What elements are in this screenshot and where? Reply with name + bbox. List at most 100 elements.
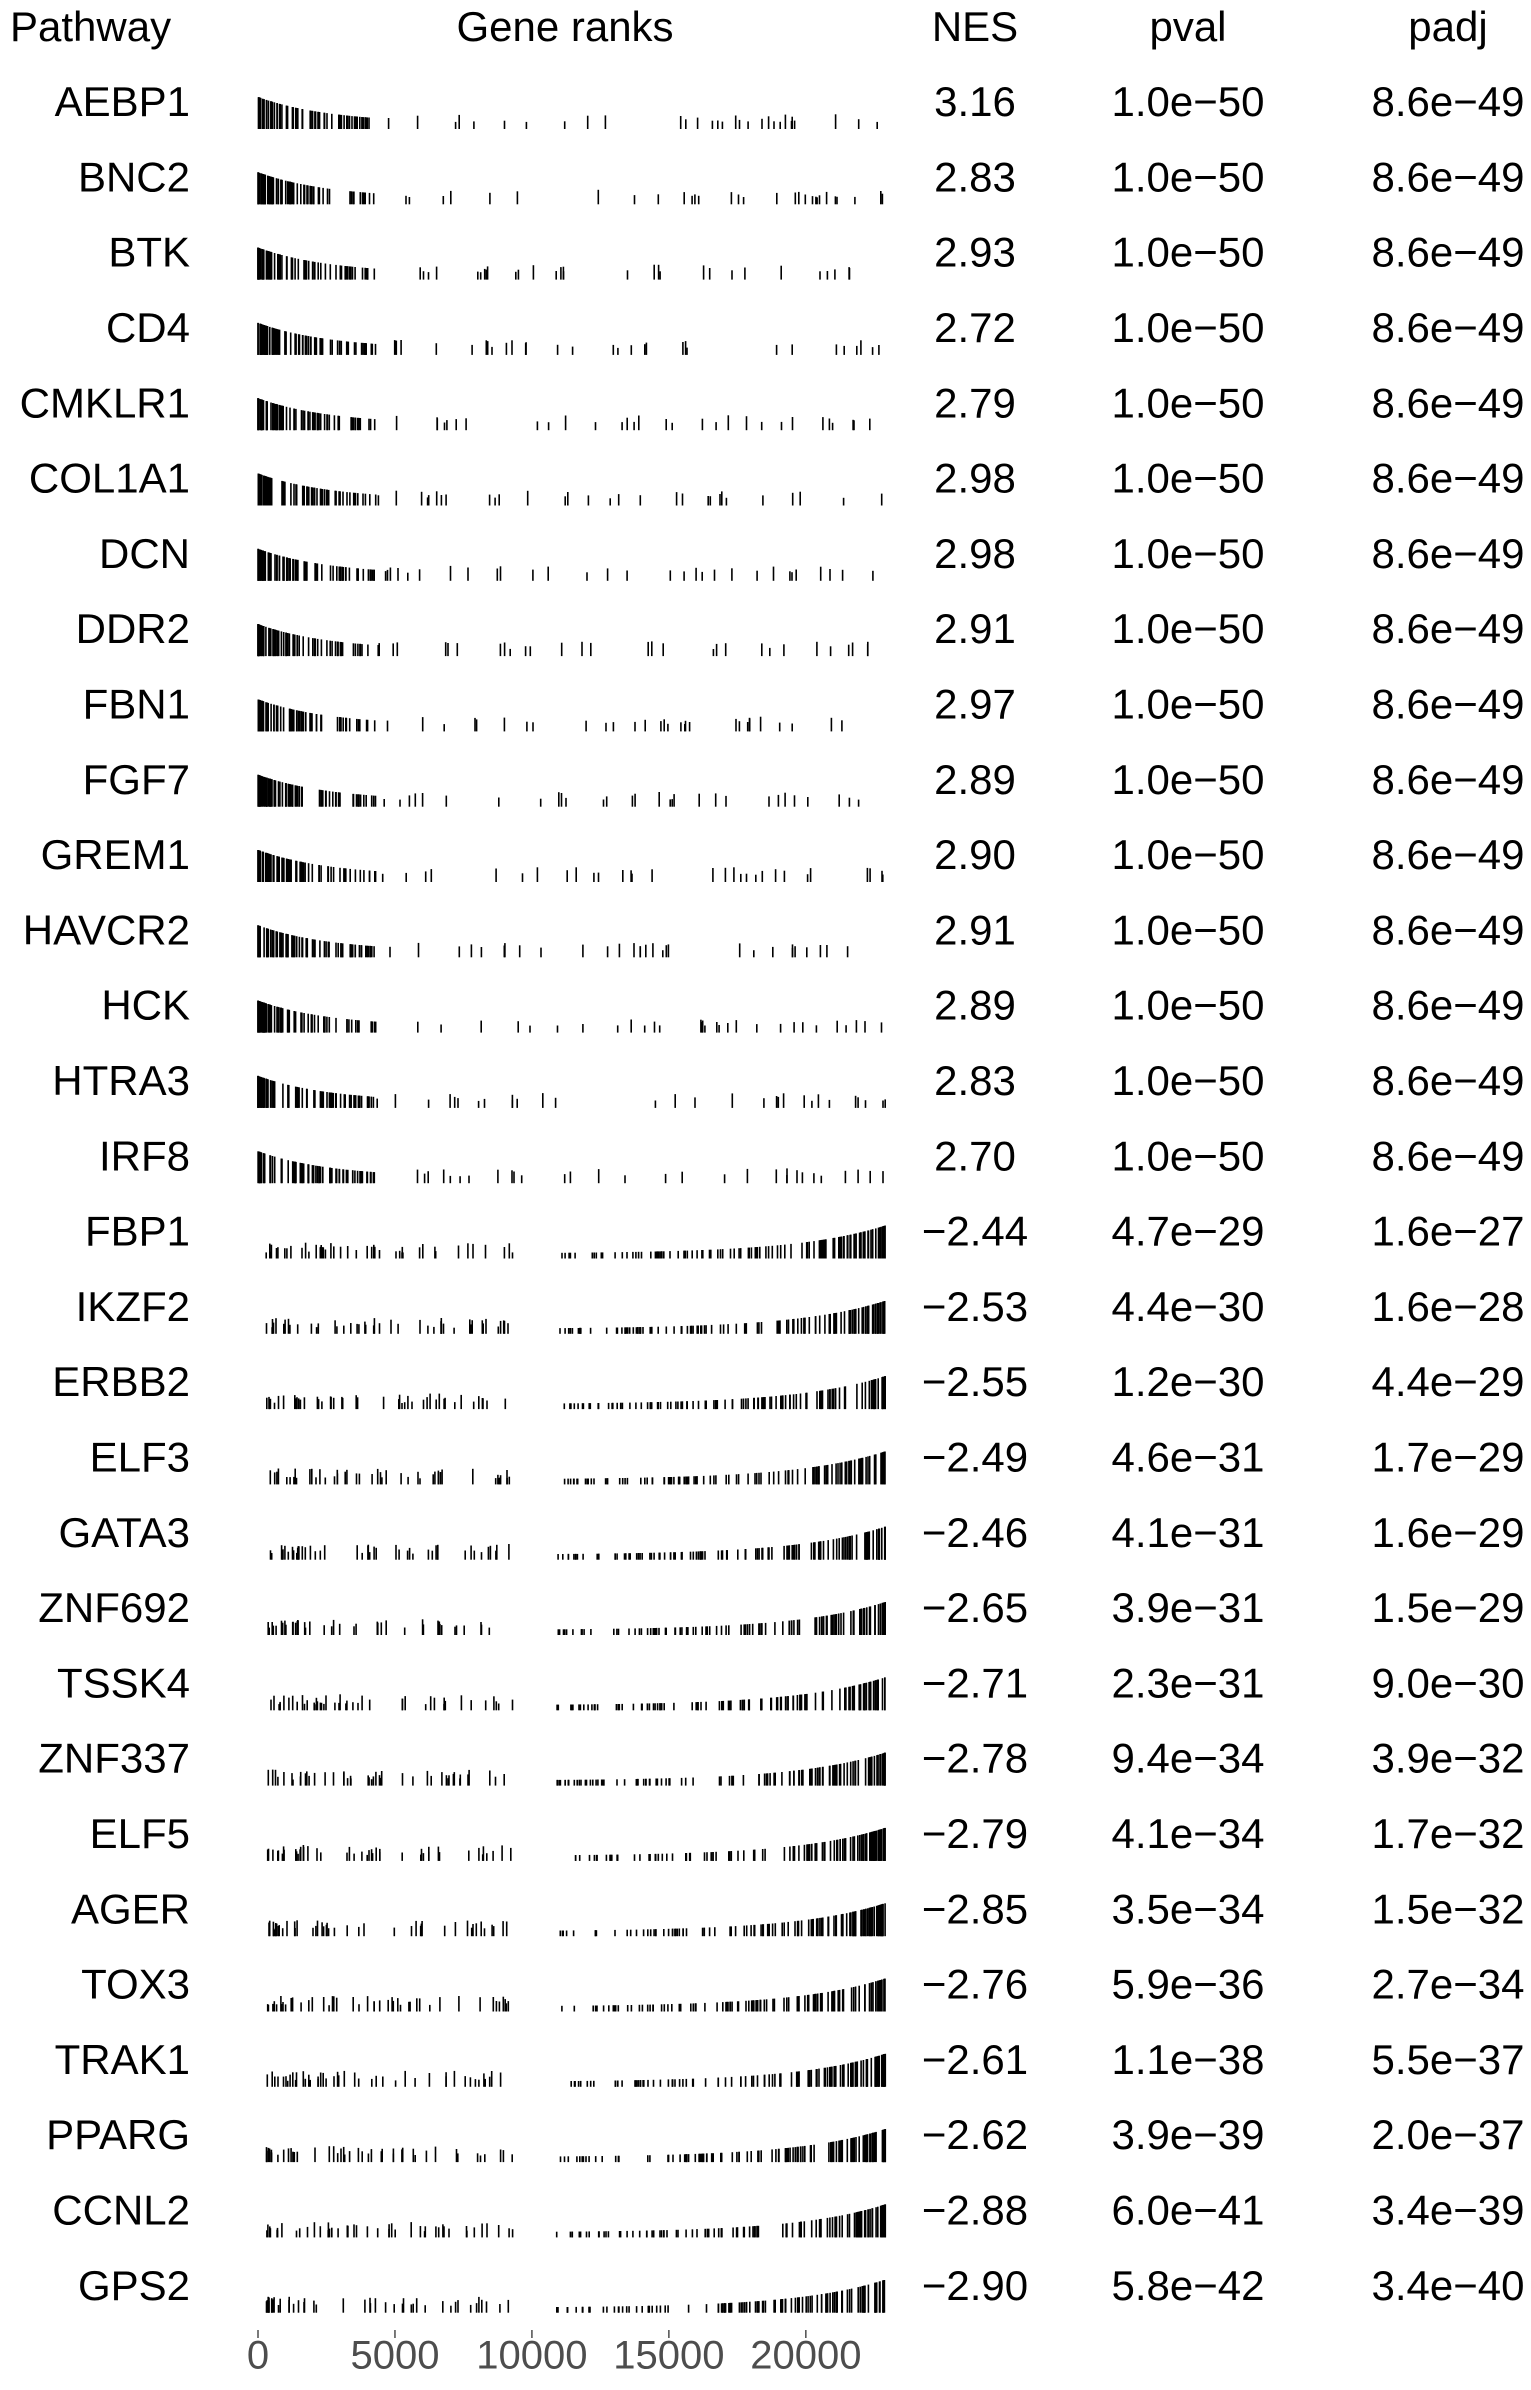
nes-value: −2.55 [922,1358,1028,1405]
gene-rank-barcode [257,172,884,205]
nes-value: −2.65 [922,1584,1028,1631]
pathway-label: ZNF337 [38,1735,190,1782]
nes-value: −2.76 [922,1961,1028,2008]
pval-value: 1.0e−50 [1112,304,1265,351]
pathway-label: FBP1 [85,1208,190,1255]
pathway-row: ELF5 −2.79 4.1e−34 1.7e−32 [90,1810,1525,1861]
gene-rank-barcode [265,2280,886,2313]
column-header: Pathway [10,3,171,50]
padj-value: 9.0e−30 [1372,1659,1525,1706]
pathway-label: GREM1 [41,831,190,878]
pval-value: 1.0e−50 [1112,530,1265,577]
pathway-row: ERBB2 −2.55 1.2e−30 4.4e−29 [52,1358,1525,1410]
pathway-label: ELF5 [90,1810,190,1857]
nes-value: −2.71 [922,1659,1028,1706]
gene-rank-barcode [265,1225,886,1259]
gene-rank-barcode [257,548,874,581]
pathway-row: AGER −2.85 3.5e−34 1.5e−32 [71,1885,1525,1937]
pval-value: 3.9e−31 [1112,1584,1265,1631]
pval-value: 3.5e−34 [1112,1885,1265,1932]
nes-value: 3.16 [934,78,1016,125]
padj-value: 3.4e−39 [1372,2186,1525,2233]
pathway-label: BTK [108,229,190,276]
pathway-label: HCK [101,982,190,1029]
pathway-row: ZNF692 −2.65 3.9e−31 1.5e−29 [38,1584,1525,1635]
pval-value: 1.0e−50 [1112,1132,1265,1179]
gene-rank-barcode [266,1978,886,2012]
gene-rank-barcode [266,2053,887,2087]
pval-value: 1.0e−50 [1112,1057,1265,1104]
pathway-row: BNC2 2.83 1.0e−50 8.6e−49 [78,153,1525,205]
padj-value: 1.5e−29 [1372,1584,1525,1631]
pathway-label: AEBP1 [55,78,190,125]
nes-value: 2.89 [934,982,1016,1029]
padj-value: 1.7e−29 [1372,1433,1525,1480]
pathway-label: HAVCR2 [23,906,190,953]
pathway-row: FGF7 2.89 1.0e−50 8.6e−49 [83,756,1525,807]
nes-value: 2.93 [934,229,1016,276]
padj-value: 2.0e−37 [1372,2111,1525,2158]
pval-value: 6.0e−41 [1112,2186,1265,2233]
pval-value: 1.0e−50 [1112,680,1265,727]
padj-value: 8.6e−49 [1372,831,1525,878]
pval-value: 1.2e−30 [1112,1358,1265,1405]
pval-value: 1.0e−50 [1112,906,1265,953]
gene-rank-barcode [265,1376,887,1410]
pval-value: 2.3e−31 [1112,1659,1265,1706]
pval-value: 1.1e−38 [1112,2036,1265,2083]
pval-value: 4.1e−31 [1112,1509,1265,1556]
padj-value: 3.4e−40 [1372,2262,1525,2309]
gene-rank-barcode [257,1000,883,1033]
nes-value: 2.72 [934,304,1016,351]
gene-rank-barcode [257,322,880,355]
gene-rank-barcode [257,97,879,129]
padj-value: 8.6e−49 [1372,304,1525,351]
nes-value: 2.79 [934,379,1016,426]
pval-value: 1.0e−50 [1112,229,1265,276]
pathway-label: CCNL2 [52,2186,190,2233]
gene-rank-barcode [269,1451,886,1485]
padj-value: 8.6e−49 [1372,530,1525,577]
nes-value: 2.98 [934,455,1016,502]
pathway-label: DCN [99,530,190,577]
gene-rank-barcode [257,699,843,732]
pathway-label: PPARG [46,2111,190,2158]
pval-value: 9.4e−34 [1112,1735,1265,1782]
pval-value: 1.0e−50 [1112,379,1265,426]
pathway-row: HTRA3 2.83 1.0e−50 8.6e−49 [52,1057,1525,1108]
nes-value: −2.88 [922,2186,1028,2233]
nes-value: 2.91 [934,906,1016,953]
pathway-row: GPS2 −2.90 5.8e−42 3.4e−40 [78,2262,1525,2313]
gene-rank-barcode [269,1526,887,1560]
padj-value: 3.9e−32 [1372,1735,1525,1782]
gene-rank-barcode [257,398,871,431]
gene-rank-barcode [257,1075,887,1108]
nes-value: −2.62 [922,2111,1028,2158]
padj-value: 8.6e−49 [1372,78,1525,125]
gene-rank-barcode [270,1677,886,1711]
pval-value: 1.0e−50 [1112,756,1265,803]
pval-value: 4.7e−29 [1112,1208,1265,1255]
pathway-row: GATA3 −2.46 4.1e−31 1.6e−29 [59,1509,1525,1560]
padj-value: 1.6e−28 [1372,1283,1525,1330]
pathway-row: DDR2 2.91 1.0e−50 8.6e−49 [76,605,1525,657]
pathway-label: COL1A1 [29,455,190,502]
nes-value: 2.70 [934,1132,1016,1179]
pathway-row: ZNF337 −2.78 9.4e−34 3.9e−32 [38,1735,1525,1786]
x-axis: 0 5000 10000 15000 20000 [247,2330,861,2378]
pval-value: 5.9e−36 [1112,1961,1265,2008]
pathway-row: GREM1 2.90 1.0e−50 8.6e−49 [41,831,1525,882]
pathway-row: ELF3 −2.49 4.6e−31 1.7e−29 [90,1433,1525,1485]
column-header: Gene ranks [456,3,673,50]
nes-value: −2.85 [922,1885,1028,1932]
x-axis-tick-label: 20000 [750,2334,861,2378]
pathway-row: FBN1 2.97 1.0e−50 8.6e−49 [83,680,1525,732]
padj-value: 8.6e−49 [1372,982,1525,1029]
pathway-rows: AEBP1 3.16 1.0e−50 8.6e−49 BNC2 2.83 1.0e−50 8.… [20,78,1525,2313]
gene-rank-barcode [265,1301,886,1334]
pval-value: 4.6e−31 [1112,1433,1265,1480]
nes-value: 2.91 [934,605,1016,652]
pathway-row: FBP1 −2.44 4.7e−29 1.6e−27 [85,1208,1525,1259]
nes-value: 2.90 [934,831,1016,878]
